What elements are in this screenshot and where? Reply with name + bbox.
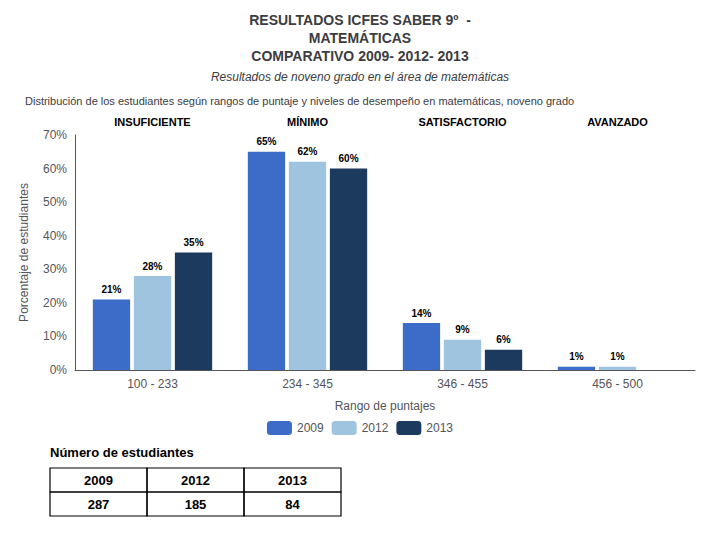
svg-text:35%: 35%: [184, 237, 204, 248]
svg-text:0%: 0%: [50, 363, 68, 377]
svg-text:2009: 2009: [297, 421, 324, 435]
svg-text:COMPARATIVO 2009- 2012- 2013: COMPARATIVO 2009- 2012- 2013: [251, 48, 469, 64]
svg-text:70%: 70%: [43, 128, 67, 142]
svg-text:14%: 14%: [411, 308, 431, 319]
svg-text:Número de estudiantes: Número de estudiantes: [50, 445, 194, 460]
svg-text:MÍNIMO: MÍNIMO: [287, 116, 328, 128]
svg-text:287: 287: [88, 497, 110, 512]
svg-text:2013: 2013: [278, 473, 307, 488]
svg-text:21%: 21%: [101, 284, 121, 295]
svg-text:Porcentaje de estudiantes: Porcentaje de estudiantes: [17, 183, 31, 322]
svg-text:1%: 1%: [569, 351, 584, 362]
svg-text:INSUFICIENTE: INSUFICIENTE: [114, 116, 190, 128]
svg-text:AVANZADO: AVANZADO: [587, 116, 648, 128]
svg-text:84: 84: [285, 497, 300, 512]
svg-text:2009: 2009: [84, 473, 113, 488]
svg-text:6%: 6%: [496, 334, 511, 345]
svg-text:1%: 1%: [610, 351, 625, 362]
svg-text:234 - 345: 234 - 345: [282, 377, 333, 391]
svg-text:40%: 40%: [43, 229, 67, 243]
svg-text:2012: 2012: [181, 473, 210, 488]
svg-text:60%: 60%: [339, 153, 359, 164]
svg-text:185: 185: [185, 497, 207, 512]
svg-text:30%: 30%: [43, 262, 67, 276]
svg-text:2013: 2013: [426, 421, 453, 435]
svg-text:10%: 10%: [43, 329, 67, 343]
svg-text:RESULTADOS ICFES SABER 9º -: RESULTADOS ICFES SABER 9º -: [249, 12, 471, 28]
svg-text:346 - 455: 346 - 455: [437, 377, 488, 391]
svg-text:Resultados de noveno grado en: Resultados de noveno grado en el área de…: [211, 70, 509, 84]
svg-text:28%: 28%: [142, 261, 162, 272]
svg-text:9%: 9%: [455, 324, 470, 335]
svg-text:60%: 60%: [43, 162, 67, 176]
svg-text:100 - 233: 100 - 233: [127, 377, 178, 391]
svg-text:2012: 2012: [362, 421, 389, 435]
svg-text:SATISFACTORIO: SATISFACTORIO: [418, 116, 507, 128]
svg-text:Rango de puntajes: Rango de puntajes: [335, 399, 436, 413]
svg-text:456 - 500: 456 - 500: [592, 377, 643, 391]
svg-text:20%: 20%: [43, 296, 67, 310]
svg-text:62%: 62%: [297, 146, 317, 157]
svg-text:Distribución de los estudiante: Distribución de los estudiantes según ra…: [25, 95, 574, 107]
svg-text:50%: 50%: [43, 195, 67, 209]
svg-text:65%: 65%: [256, 136, 276, 147]
svg-text:MATEMÁTICAS: MATEMÁTICAS: [309, 30, 411, 46]
